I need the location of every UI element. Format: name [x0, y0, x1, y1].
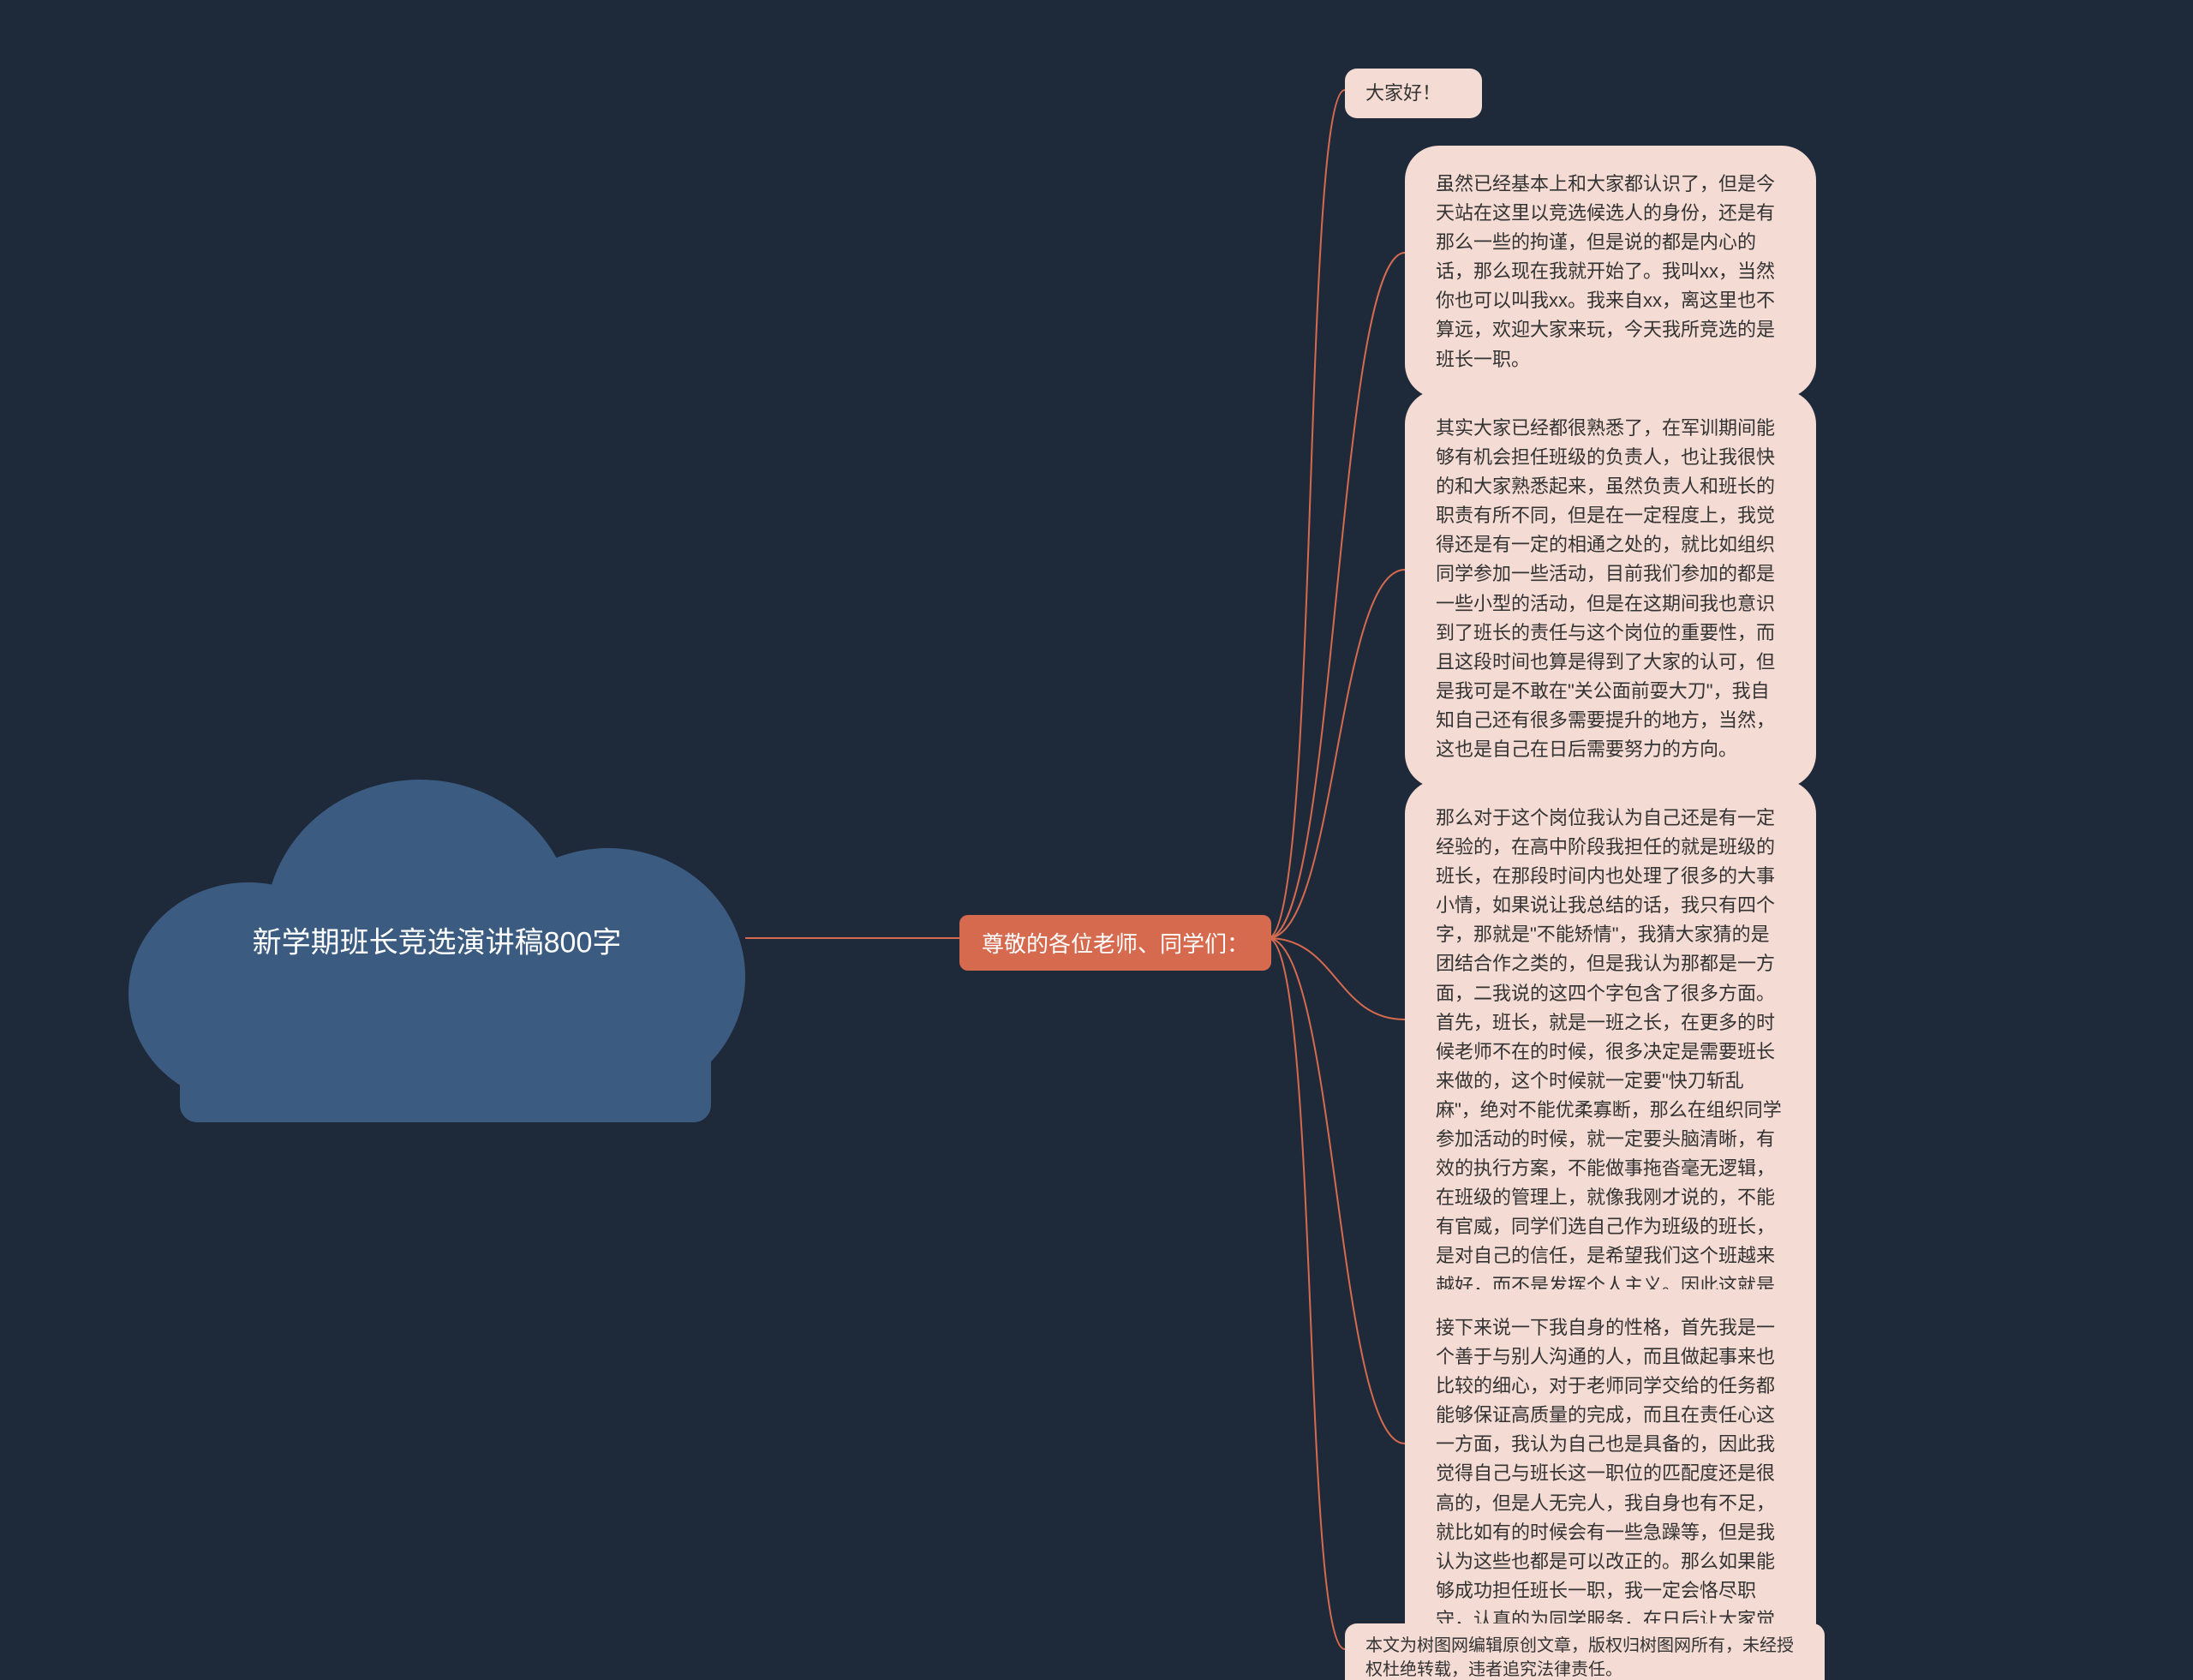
leaf-node-6[interactable]: 本文为树图网编辑原创文章，版权归树图网所有，未经授权杜绝转载，违者追究法律责任。 — [1345, 1623, 1825, 1680]
edge-mid-l3 — [1268, 570, 1405, 938]
leaf-node-2[interactable]: 虽然已经基本上和大家都认识了，但是今天站在这里以竞选候选人的身份，还是有那么一些… — [1405, 146, 1816, 398]
edge-mid-l6 — [1268, 938, 1345, 1649]
edge-mid-l1 — [1268, 90, 1345, 938]
leaf-text: 虽然已经基本上和大家都认识了，但是今天站在这里以竞选候选人的身份，还是有那么一些… — [1436, 173, 1775, 370]
leaf-text: 本文为树图网编辑原创文章，版权归树图网所有，未经授权杜绝转载，违者追究法律责任。 — [1365, 1636, 1794, 1679]
edge-mid-l5 — [1268, 938, 1405, 1444]
mid-node-label: 尊敬的各位老师、同学们： — [982, 931, 1249, 957]
mid-node[interactable]: 尊敬的各位老师、同学们： — [959, 915, 1271, 971]
root-node[interactable]: 新学期班长竞选演讲稿800字 — [128, 745, 745, 1105]
leaf-text: 大家好！ — [1365, 82, 1441, 104]
edge-mid-l4 — [1268, 938, 1405, 1019]
edge-mid-l2 — [1268, 253, 1405, 938]
leaf-node-1[interactable]: 大家好！ — [1345, 69, 1482, 118]
leaf-text: 那么对于这个岗位我认为自己还是有一定经验的，在高中阶段我担任的就是班级的班长，在… — [1436, 807, 1782, 1354]
root-node-label: 新学期班长竞选演讲稿800字 — [128, 922, 745, 966]
leaf-node-5[interactable]: 接下来说一下我自身的性格，首先我是一个善于与别人沟通的人，而且做起事来也比较的细… — [1405, 1289, 1816, 1680]
leaf-node-3[interactable]: 其实大家已经都很熟悉了，在军训期间能够有机会担任班级的负责人，也让我很快的和大家… — [1405, 390, 1816, 788]
leaf-text: 其实大家已经都很熟悉了，在军训期间能够有机会担任班级的负责人，也让我很快的和大家… — [1436, 417, 1775, 760]
